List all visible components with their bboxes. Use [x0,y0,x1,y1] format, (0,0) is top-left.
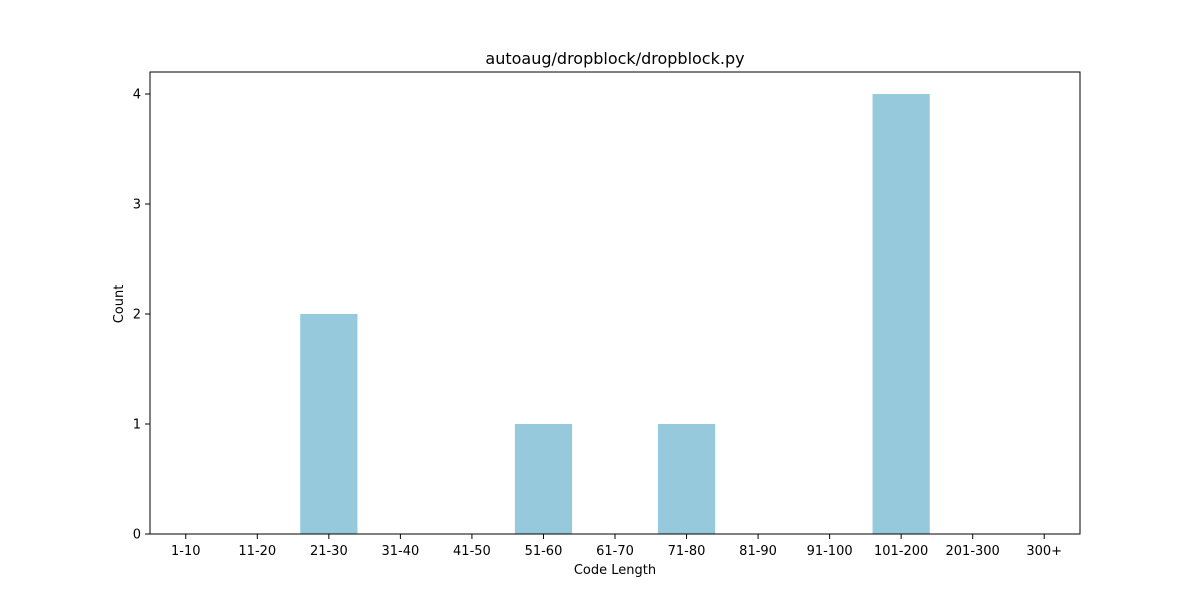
y-axis-ticks: 0 1 2 3 4 [133,88,150,543]
bar-51-60 [514,424,573,534]
x-axis-ticks: 1-10 11-20 21-30 31-40 41-50 51-60 61-70 71-80 8… [171,534,1062,559]
x-tick-label: 101-200 [874,544,928,559]
y-tick-label: 4 [133,88,141,103]
x-tick-label: 300+ [1026,544,1062,559]
x-tick-label: 21-30 [310,544,348,559]
x-tick-label: 91-100 [807,544,853,559]
plot-frame [149,71,1081,535]
y-tick-label: 3 [133,198,141,213]
y-axis-label: Count [112,285,127,324]
x-tick-label: 31-40 [381,544,419,559]
x-tick-label: 11-20 [238,544,276,559]
y-tick-label: 0 [133,528,141,543]
x-tick-label: 51-60 [525,544,563,559]
x-tick-label: 201-300 [946,544,1000,559]
x-tick-label: 1-10 [171,544,201,559]
bar-21-30 [300,314,358,534]
y-tick-label: 1 [133,418,141,433]
x-tick-label: 61-70 [596,544,634,559]
bars [300,94,930,534]
x-tick-label: 71-80 [668,544,706,559]
bar-71-80 [657,424,716,534]
y-tick-label: 2 [133,308,141,323]
bar-101-200 [872,94,930,534]
x-axis-label: Code Length [574,563,656,578]
chart-title: autoaug/dropblock/dropblock.py [485,49,744,68]
x-tick-label: 41-50 [453,544,491,559]
x-tick-label: 81-90 [739,544,777,559]
